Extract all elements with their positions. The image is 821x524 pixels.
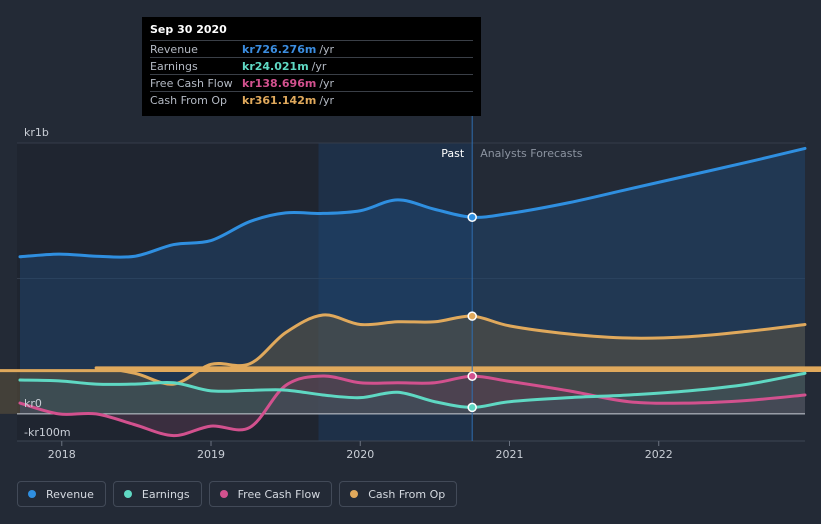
tooltip-label: Revenue: [150, 42, 198, 56]
tooltip-label: Free Cash Flow: [150, 76, 233, 90]
tooltip-unit: /yr: [319, 76, 335, 90]
chart-canvas: kr1b kr0 -kr100m 2018 2019 2020 2021 2022 Past An…: [0, 17, 821, 461]
y-tick-label: -kr100m: [24, 426, 71, 439]
tooltip-value: kr24.021m: [242, 59, 309, 73]
x-tick-label: 2020: [346, 448, 374, 461]
line-free-cash-flow: [18, 374, 807, 438]
area-earnings: [19, 373, 805, 414]
tooltip-unit: /yr: [319, 42, 335, 56]
tooltip-unit: /yr: [311, 59, 327, 73]
data-tooltip: Sep 30 2020 Revenue kr726.276m /yr Earni…: [142, 17, 481, 116]
x-tick-label: 2021: [496, 448, 524, 461]
area-revenue: [19, 148, 805, 414]
legend-dot-icon: [350, 490, 359, 498]
x-tick-label: 2019: [197, 448, 225, 461]
line-revenue: [18, 146, 807, 259]
legend-dot-icon: [219, 490, 228, 498]
forecast-label: Analysts Forecasts: [480, 147, 583, 160]
past-label: Past: [441, 147, 465, 160]
x-tick-label: 2018: [48, 448, 76, 461]
legend-item-revenue[interactable]: Revenue: [17, 481, 106, 507]
x-tick-label: 2022: [645, 448, 673, 461]
legend-dot-icon: [28, 490, 36, 498]
legend-item-earnings[interactable]: Earnings: [112, 481, 202, 507]
tooltip-row-free-cash-flow: Free Cash Flow kr138.696m /yr: [150, 74, 473, 91]
y-tick-label: kr1b: [24, 126, 49, 139]
tooltip-unit: /yr: [319, 93, 335, 107]
legend-label: Earnings: [141, 487, 190, 501]
y-tick-label: kr0: [24, 397, 42, 410]
tooltip-value: kr138.696m: [242, 76, 317, 90]
legend-item-free-cash-flow[interactable]: Free Cash Flow: [208, 481, 333, 507]
tooltip-label: Cash From Op: [150, 93, 228, 107]
marker-free-cash-flow: [467, 371, 477, 382]
area-free-cash-flow: [19, 375, 805, 436]
tooltip-value: kr361.142m: [242, 93, 317, 107]
marker-revenue: [467, 212, 477, 222]
tooltip-value: kr726.276m: [242, 42, 317, 56]
line-earnings: [18, 371, 807, 409]
tooltip-row-earnings: Earnings kr24.021m /yr: [150, 57, 473, 74]
tooltip-row-cash-from-op: Cash From Op kr361.142m /yr: [150, 91, 473, 108]
legend-label: Cash From Op: [368, 487, 446, 501]
tooltip-date: Sep 30 2020: [150, 23, 227, 36]
legend-label: Revenue: [46, 487, 94, 501]
marker-cash-from-op: [467, 311, 477, 321]
legend-label: Free Cash Flow: [237, 487, 321, 501]
chart-legend: Revenue Earnings Free Cash Flow Cash Fro…: [17, 481, 458, 507]
tooltip-row-revenue: Revenue kr726.276m /yr: [150, 40, 473, 57]
tooltip-label: Earnings: [150, 59, 198, 73]
marker-earnings: [467, 402, 477, 413]
legend-dot-icon: [123, 490, 132, 498]
legend-item-cash-from-op[interactable]: Cash From Op: [339, 481, 458, 507]
